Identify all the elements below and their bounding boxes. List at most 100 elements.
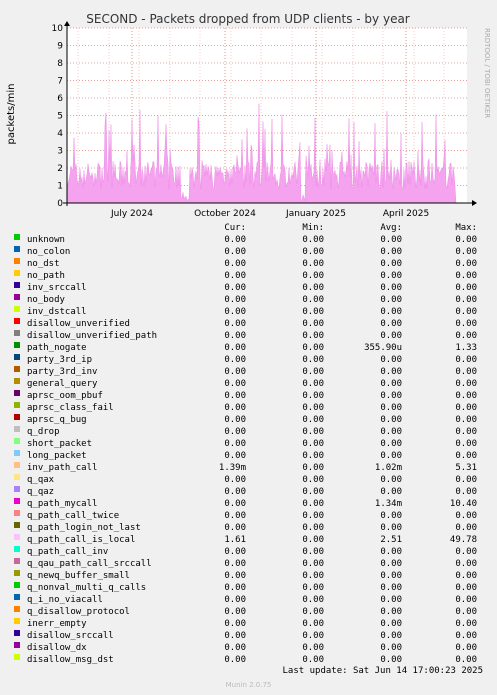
legend-row: aprsc_class_fail 0.00 0.00 0.00 0.00 [0,402,497,414]
legend-swatch [14,378,20,384]
legend-min: 0.00 [302,283,324,293]
legend-cur: 0.00 [224,499,246,509]
legend-name: party_3rd_ip [27,355,93,365]
legend-avg: 0.00 [380,547,402,557]
y-tick-label: 5 [57,112,63,122]
legend-avg: 0.00 [380,319,402,329]
legend-min: 0.00 [302,523,324,533]
legend-min: 0.00 [302,499,324,509]
legend-name: disallow_msg_dst [27,655,114,665]
legend-row: long_packet 0.00 0.00 0.00 0.00 [0,450,497,462]
legend-max: 0.00 [455,583,477,593]
legend-min: 0.00 [302,619,324,629]
legend-row: disallow_dx 0.00 0.00 0.00 0.00 [0,642,497,654]
x-tick-label: April 2025 [383,209,429,219]
legend-name: q_nonval_multi_q_calls [27,583,147,593]
legend-swatch [14,438,20,444]
legend-name: aprsc_class_fail [27,403,114,413]
legend-min: 0.00 [302,379,324,389]
legend-swatch [14,582,20,588]
legend-min: 0.00 [302,631,324,641]
legend-name: inv_dstcall [27,307,87,317]
legend-row: disallow_unverified 0.00 0.00 0.00 0.00 [0,318,497,330]
legend-name: disallow_unverified [27,319,130,329]
legend-min: 0.00 [302,403,324,413]
legend-avg: 0.00 [380,391,402,401]
legend-max: 0.00 [455,379,477,389]
legend-swatch [14,306,20,312]
legend-swatch [14,402,20,408]
legend-cur: 0.00 [224,271,246,281]
legend-cur: 0.00 [224,547,246,557]
legend-min: 0.00 [302,451,324,461]
legend-swatch [14,486,20,492]
legend-row: party_3rd_inv 0.00 0.00 0.00 0.00 [0,366,497,378]
legend-name: aprsc_q_bug [27,415,87,425]
legend-min: 0.00 [302,595,324,605]
y-tick-label: 7 [57,77,63,87]
legend-row: party_3rd_ip 0.00 0.00 0.00 0.00 [0,354,497,366]
legend-avg: 0.00 [380,283,402,293]
legend-cur: 0.00 [224,559,246,569]
legend-swatch [14,606,20,612]
legend-min: 0.00 [302,319,324,329]
legend-max: 0.00 [455,331,477,341]
legend-max: 0.00 [455,391,477,401]
legend-row: no_dst 0.00 0.00 0.00 0.00 [0,258,497,270]
legend-avg: 0.00 [380,655,402,665]
legend-name: path_nogate [27,343,87,353]
legend-avg: 0.00 [380,271,402,281]
legend-swatch [14,522,20,528]
legend-max: 0.00 [455,643,477,653]
legend-cur: 0.00 [224,379,246,389]
legend-row: q_path_call_is_local 1.61 0.00 2.51 49.78 [0,534,497,546]
legend-max: 0.00 [455,403,477,413]
legend-cur: 0.00 [224,331,246,341]
legend-swatch [14,426,20,432]
legend-name: q_path_mycall [27,499,98,509]
legend-row: q_path_call_twice 0.00 0.00 0.00 0.00 [0,510,497,522]
legend-row: q_disallow_protocol 0.00 0.00 0.00 0.00 [0,606,497,618]
legend-row: q_qaz 0.00 0.00 0.00 0.00 [0,486,497,498]
legend-row: q_i_no_viacall 0.00 0.00 0.00 0.00 [0,594,497,606]
grid [67,27,467,204]
legend-swatch [14,462,20,468]
y-tick-label: 4 [57,129,63,139]
legend-avg: 0.00 [380,511,402,521]
legend-row: path_nogate 0.00 0.00 355.90u 1.33 [0,342,497,354]
legend-swatch [14,354,20,360]
legend-avg: 1.34m [374,499,402,509]
legend-cur: 0.00 [224,511,246,521]
legend-min: 0.00 [302,247,324,257]
x-tick-label: January 2025 [285,209,346,219]
legend-min: 0.00 [302,583,324,593]
legend-row: q_path_call_inv 0.00 0.00 0.00 0.00 [0,546,497,558]
chart-title: SECOND - Packets dropped from UDP client… [86,12,410,26]
legend-row: short_packet 0.00 0.00 0.00 0.00 [0,438,497,450]
legend-max: 0.00 [455,559,477,569]
legend-name: q_disallow_protocol [27,607,130,617]
legend-cur: 0.00 [224,643,246,653]
legend-max: 0.00 [455,523,477,533]
legend-max: 0.00 [455,355,477,365]
y-ticks: 0 1 2 3 4 5 6 7 8 9 10 [52,24,64,209]
legend-max: 49.78 [449,535,477,545]
legend-min: 0.00 [302,607,324,617]
legend-row: q_path_mycall 0.00 0.00 1.34m 10.40 [0,498,497,510]
legend-avg: 0.00 [380,571,402,581]
legend-swatch [14,558,20,564]
legend-min: 0.00 [302,463,324,473]
legend-row: aprsc_q_bug 0.00 0.00 0.00 0.00 [0,414,497,426]
legend-swatch [14,498,20,504]
legend-swatch [14,630,20,636]
legend-avg: 0.00 [380,523,402,533]
legend-swatch [14,258,20,264]
legend-min: 0.00 [302,655,324,665]
legend-avg: 0.00 [380,559,402,569]
legend-name: q_i_no_viacall [27,595,103,605]
x-tick-label: October 2024 [194,209,256,219]
legend-max: 0.00 [455,439,477,449]
legend-cur: 0.00 [224,319,246,329]
legend-cur: 0.00 [224,343,246,353]
legend-row: inv_srccall 0.00 0.00 0.00 0.00 [0,282,497,294]
